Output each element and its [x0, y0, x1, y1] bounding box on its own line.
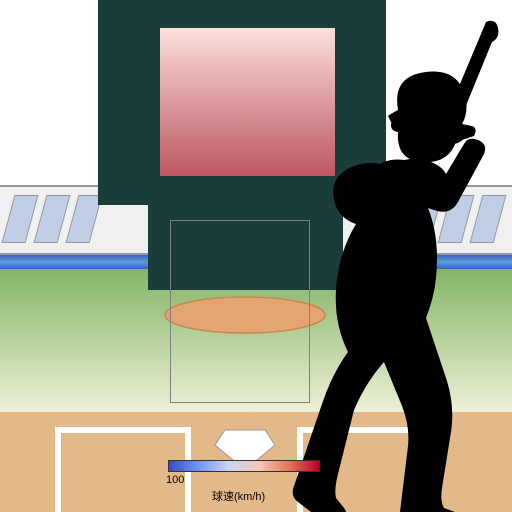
batter-silhouette	[0, 0, 512, 512]
colorbar-tick-150: 150	[300, 474, 318, 486]
colorbar	[168, 460, 320, 472]
colorbar-axis-label: 球速(km/h)	[212, 488, 265, 504]
colorbar-tick-100: 100	[166, 474, 184, 486]
